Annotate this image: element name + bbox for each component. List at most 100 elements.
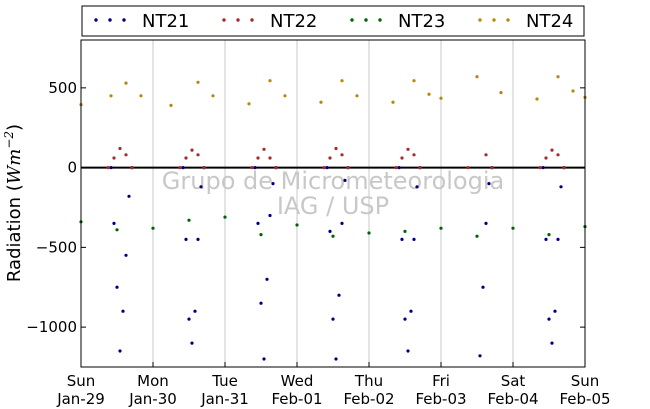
data-point [571, 89, 575, 93]
data-point [418, 166, 422, 170]
data-point [406, 147, 410, 151]
legend-marker [222, 18, 226, 22]
data-point [343, 178, 347, 182]
data-point [328, 229, 332, 233]
x-tick-label-day: Tue [211, 372, 238, 390]
legend-marker [250, 18, 254, 22]
watermark: Grupo de Micrometeorologia IAG / USP [162, 167, 504, 220]
data-point [553, 309, 557, 313]
legend-label-nt23: NT23 [398, 11, 445, 32]
y-axis-title-unit: Wm [4, 149, 25, 185]
data-point [121, 309, 125, 313]
series-nt23 [79, 215, 587, 238]
data-point [127, 194, 131, 198]
data-point [190, 148, 194, 152]
data-point [139, 94, 143, 98]
data-point [499, 91, 503, 95]
data-point [547, 233, 551, 237]
legend-marker [378, 18, 382, 22]
data-point [283, 94, 287, 98]
data-point [223, 215, 227, 219]
data-point [562, 166, 566, 170]
data-point [391, 100, 395, 104]
data-point [541, 166, 545, 170]
data-point [355, 94, 359, 98]
data-point [340, 79, 344, 83]
legend-label-nt24: NT24 [526, 11, 573, 32]
data-point [196, 237, 200, 241]
y-tick-label: −500 [36, 238, 77, 256]
data-point [181, 166, 185, 170]
data-point [511, 226, 515, 230]
data-point [412, 153, 416, 157]
data-point [340, 153, 344, 157]
x-axis: SunJan-29MonJan-30TueJan-31WedFeb-01ThuF… [56, 362, 611, 408]
legend-marker [364, 18, 368, 22]
data-point [550, 341, 554, 345]
data-point [409, 309, 413, 313]
legend-marker [350, 18, 354, 22]
data-point [178, 166, 182, 170]
data-point [544, 156, 548, 160]
y-axis-title: Radiation (Wm−2) [2, 124, 25, 282]
data-point [109, 166, 113, 170]
data-point [115, 285, 119, 289]
data-point [346, 166, 350, 170]
data-point [400, 156, 404, 160]
data-point [331, 234, 335, 238]
data-point [340, 221, 344, 225]
data-point [295, 223, 299, 227]
x-tick-label-date: Jan-30 [128, 390, 177, 408]
data-point [199, 185, 203, 189]
data-point [196, 80, 200, 84]
y-tick-label: 0 [67, 159, 77, 177]
x-tick-label-date: Feb-01 [271, 390, 322, 408]
data-point [439, 226, 443, 230]
data-point [187, 317, 191, 321]
data-point [256, 221, 260, 225]
data-point [130, 166, 134, 170]
data-point [538, 166, 542, 170]
data-point [556, 75, 560, 79]
plot-frame [80, 39, 586, 368]
x-tick-label-date: Feb-03 [415, 390, 466, 408]
y-axis-title-close: ) [4, 124, 25, 131]
data-point [400, 237, 404, 241]
data-point [112, 156, 116, 160]
data-point [331, 317, 335, 321]
data-point [265, 277, 269, 281]
data-point [190, 341, 194, 345]
legend-label-nt21: NT21 [142, 11, 189, 32]
data-point [259, 301, 263, 305]
legend-marker [122, 18, 126, 22]
watermark-line-1: Grupo de Micrometeorologia [162, 167, 504, 195]
data-point [196, 153, 200, 157]
data-point [334, 357, 338, 361]
data-point [337, 293, 341, 297]
data-point [484, 221, 488, 225]
data-point [490, 166, 494, 170]
data-point [118, 349, 122, 353]
x-tick-label-date: Feb-04 [487, 390, 538, 408]
data-point [112, 221, 116, 225]
data-point [262, 357, 266, 361]
data-point [322, 166, 326, 170]
data-point [439, 96, 443, 100]
data-point [271, 182, 275, 186]
data-point [427, 92, 431, 96]
data-point [253, 166, 257, 170]
data-point [184, 156, 188, 160]
data-point [268, 79, 272, 83]
x-tick-label-date: Feb-02 [343, 390, 394, 408]
x-tick-label-day: Thu [354, 372, 383, 390]
data-point [415, 185, 419, 189]
data-point [268, 156, 272, 160]
data-point [397, 166, 401, 170]
data-point [259, 233, 263, 237]
data-point [556, 237, 560, 241]
data-point [403, 229, 407, 233]
data-point [547, 317, 551, 321]
watermark-line-2: IAG / USP [277, 192, 389, 220]
data-point [535, 97, 539, 101]
